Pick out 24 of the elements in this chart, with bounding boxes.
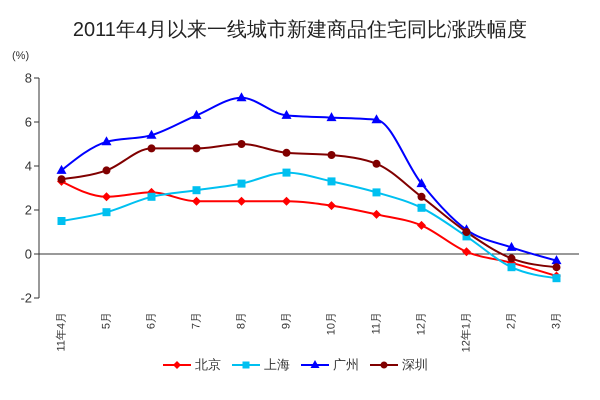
y-tick-label: 6 <box>24 114 32 130</box>
chart-title: 2011年4月以来一线城市新建商品住宅同比涨跌幅度 <box>72 18 528 43</box>
legend-label: 北京 <box>195 356 221 374</box>
legend-label: 上海 <box>264 356 290 374</box>
x-tick-label: 7月 <box>190 312 202 330</box>
legend-label: 广州 <box>333 356 359 374</box>
x-tick-label: 3月 <box>550 312 562 330</box>
y-tick-label: 4 <box>24 158 32 174</box>
x-tick-label: 11年4月 <box>56 312 68 352</box>
y-tick-label: 2 <box>24 202 32 218</box>
legend-label: 深圳 <box>402 356 428 374</box>
x-tick-label: 8月 <box>236 312 248 330</box>
x-tick-label: 10月 <box>326 312 338 336</box>
x-tick-label: 6月 <box>146 312 158 330</box>
y-tick-label: 0 <box>24 246 32 262</box>
y-axis-title: (%) <box>12 50 30 62</box>
x-tick-label: 2月 <box>506 312 518 330</box>
y-tick-label: 8 <box>24 70 32 86</box>
x-tick-label: 12月 <box>416 312 428 336</box>
y-tick-label: -2 <box>20 290 32 306</box>
x-tick-label: 12年1月 <box>460 312 472 352</box>
x-tick-label: 5月 <box>100 312 112 330</box>
x-tick-label: 11月 <box>370 312 382 334</box>
x-tick-label: 9月 <box>280 312 292 330</box>
